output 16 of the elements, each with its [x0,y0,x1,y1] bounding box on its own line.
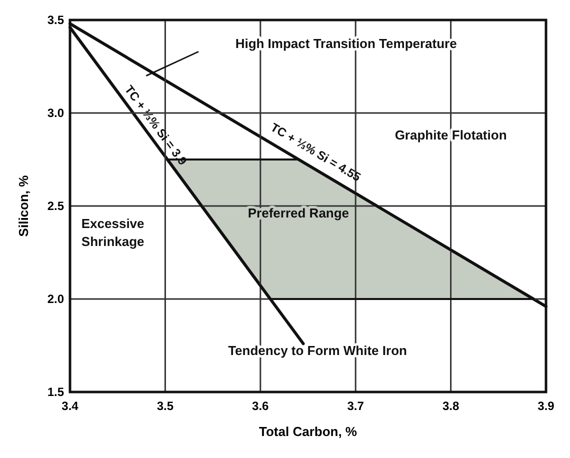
x-tick-label: 3.7 [347,399,364,413]
y-tick-label: 3.0 [47,106,64,120]
x-tick-label: 3.8 [442,399,460,413]
y-tick-label: 2.0 [47,292,64,306]
y-tick-label: 3.5 [47,13,64,27]
y-tick-label: 1.5 [47,385,64,399]
annotation: Graphite Flotation [394,127,507,142]
x-tick-label: 3.5 [156,399,174,413]
annotation: Excessive Shrinkage [81,216,144,250]
y-tick-label: 2.5 [47,199,64,213]
x-axis-title: Total Carbon, % [259,424,358,439]
x-tick-label: 3.6 [252,399,270,413]
y-axis-title: Silicon, % [16,174,31,237]
text: TC + ⅓% Si = 4.55 [268,120,364,184]
x-tick-label: 3.9 [538,399,555,413]
x-tick-label: 3.4 [62,399,79,413]
